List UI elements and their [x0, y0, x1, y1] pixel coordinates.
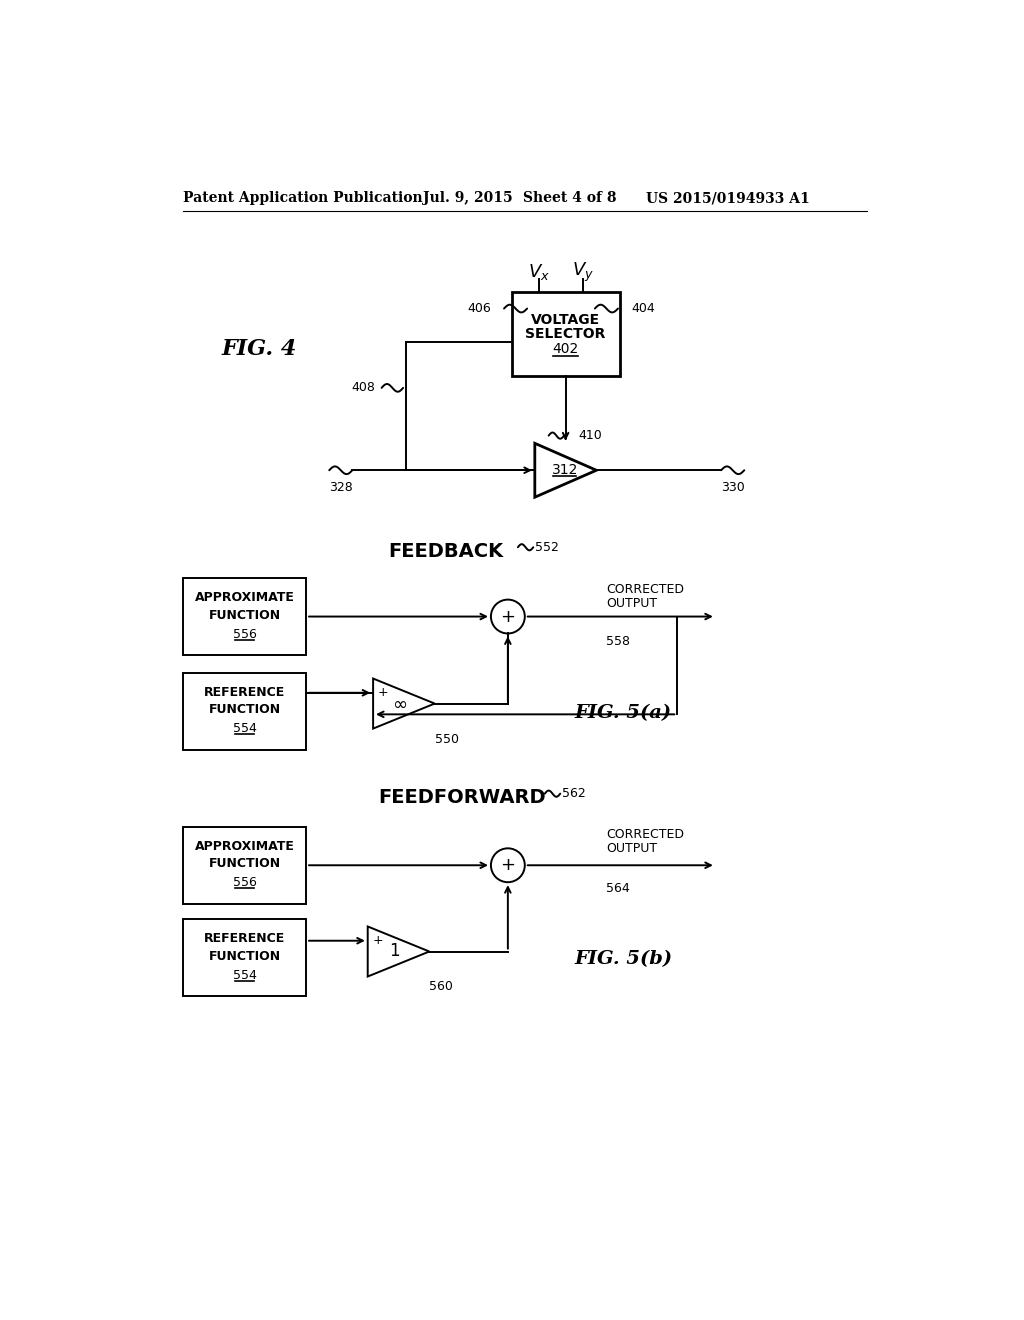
- Bar: [512, 292, 620, 376]
- Text: +: +: [501, 607, 515, 626]
- Text: CORRECTED: CORRECTED: [606, 828, 684, 841]
- Text: Sheet 4 of 8: Sheet 4 of 8: [523, 191, 616, 206]
- Text: 312: 312: [552, 463, 579, 478]
- Polygon shape: [535, 444, 596, 498]
- Text: SELECTOR: SELECTOR: [525, 327, 606, 341]
- Text: 562: 562: [562, 787, 586, 800]
- Text: 328: 328: [329, 480, 352, 494]
- Text: FUNCTION: FUNCTION: [209, 949, 281, 962]
- Text: FUNCTION: FUNCTION: [209, 609, 281, 622]
- Polygon shape: [368, 927, 429, 977]
- Text: Patent Application Publication: Patent Application Publication: [183, 191, 423, 206]
- Text: $V_x$: $V_x$: [527, 263, 550, 282]
- Text: 556: 556: [232, 876, 256, 890]
- Text: 408: 408: [351, 381, 376, 395]
- Bar: [183, 578, 306, 655]
- Text: 558: 558: [606, 635, 631, 648]
- Text: FUNCTION: FUNCTION: [209, 857, 281, 870]
- Text: -: -: [378, 706, 383, 722]
- Text: APPROXIMATE: APPROXIMATE: [195, 840, 295, 853]
- Circle shape: [490, 849, 525, 882]
- Polygon shape: [373, 678, 435, 729]
- Text: FIG. 5(b): FIG. 5(b): [574, 950, 673, 968]
- Bar: [183, 673, 306, 750]
- Text: 406: 406: [467, 302, 490, 315]
- Text: REFERENCE: REFERENCE: [204, 685, 285, 698]
- Text: 560: 560: [429, 979, 454, 993]
- Text: OUTPUT: OUTPUT: [606, 597, 657, 610]
- Text: 404: 404: [631, 302, 654, 315]
- Text: $V_y$: $V_y$: [572, 261, 594, 284]
- Text: Jul. 9, 2015: Jul. 9, 2015: [423, 191, 513, 206]
- Text: REFERENCE: REFERENCE: [204, 932, 285, 945]
- Text: FIG. 4: FIG. 4: [221, 338, 297, 360]
- Text: 410: 410: [579, 429, 602, 442]
- Bar: [183, 919, 306, 997]
- Text: APPROXIMATE: APPROXIMATE: [195, 591, 295, 603]
- Text: +: +: [501, 857, 515, 874]
- Text: 564: 564: [606, 882, 630, 895]
- Text: +: +: [378, 686, 388, 700]
- Text: US 2015/0194933 A1: US 2015/0194933 A1: [646, 191, 810, 206]
- Text: FIG. 5(a): FIG. 5(a): [574, 704, 672, 722]
- Text: CORRECTED: CORRECTED: [606, 583, 684, 597]
- Text: +: +: [373, 935, 383, 948]
- Text: 552: 552: [535, 541, 559, 554]
- Text: 554: 554: [232, 722, 256, 735]
- Text: OUTPUT: OUTPUT: [606, 842, 657, 855]
- Text: 402: 402: [553, 342, 579, 356]
- Text: 1: 1: [389, 942, 400, 961]
- Text: 556: 556: [232, 628, 256, 640]
- Text: 550: 550: [435, 733, 459, 746]
- Text: 554: 554: [232, 969, 256, 982]
- Text: 330: 330: [721, 480, 744, 494]
- Text: $\infty$: $\infty$: [392, 694, 408, 713]
- Bar: [183, 826, 306, 904]
- Text: VOLTAGE: VOLTAGE: [531, 313, 600, 327]
- Circle shape: [490, 599, 525, 634]
- Text: FEEDFORWARD: FEEDFORWARD: [378, 788, 546, 807]
- Text: FUNCTION: FUNCTION: [209, 704, 281, 717]
- Text: FEEDBACK: FEEDBACK: [389, 541, 504, 561]
